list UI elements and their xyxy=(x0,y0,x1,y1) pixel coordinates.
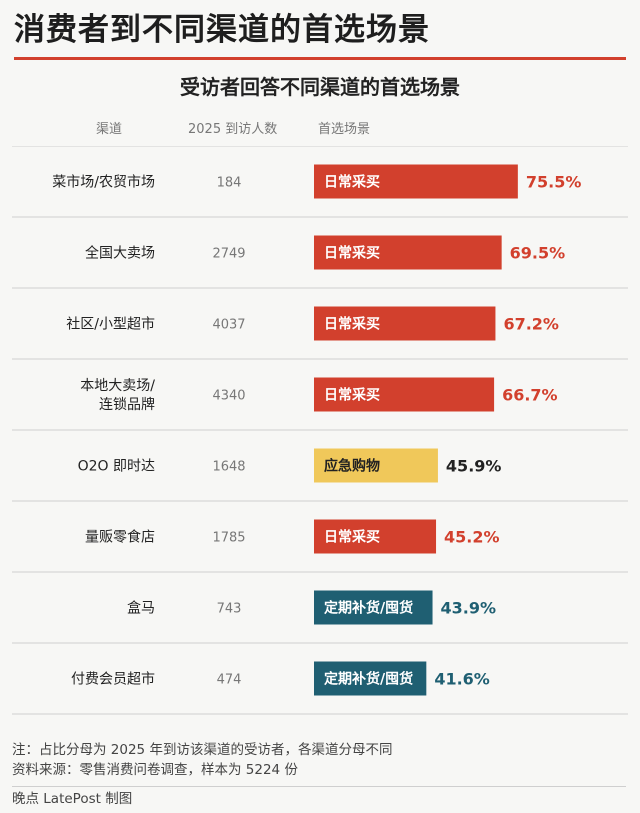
column-header-visitors: 2025 到访人数 xyxy=(188,122,278,137)
page-title: 消费者到不同渠道的首选场景 xyxy=(14,12,430,48)
scenario-bar xyxy=(314,448,438,483)
title-divider xyxy=(14,57,626,60)
percent-label: 75.5% xyxy=(526,173,582,192)
scenario-label: 日常采买 xyxy=(324,245,380,262)
percent-label: 67.2% xyxy=(503,315,559,334)
scenario-label: 日常采买 xyxy=(324,529,380,546)
scenario-label: 日常采买 xyxy=(324,174,380,191)
visitor-count: 743 xyxy=(217,602,242,617)
footer-divider xyxy=(12,786,626,787)
visitor-count: 4340 xyxy=(212,389,245,404)
channel-label: O2O 即时达 xyxy=(78,459,155,475)
visitor-count: 184 xyxy=(217,176,242,191)
data-source: 资料来源：零售消费问卷调查，样本为 5224 份 xyxy=(12,762,298,778)
scenario-bar xyxy=(314,590,433,625)
visitor-count: 4037 xyxy=(212,318,245,333)
channel-label: 菜市场/农贸市场 xyxy=(52,174,155,191)
percent-label: 45.9% xyxy=(446,457,502,476)
channel-label: 量贩零食店 xyxy=(85,529,155,546)
scenario-label: 日常采买 xyxy=(324,316,380,333)
channel-label: 全国大卖场 xyxy=(85,245,155,262)
scenario-bar xyxy=(314,377,495,412)
percent-label: 45.2% xyxy=(444,528,500,547)
percent-label: 69.5% xyxy=(510,244,566,263)
chart-credit: 晚点 LatePost 制图 xyxy=(12,791,133,807)
column-header-scenario: 首选场景 xyxy=(318,122,371,137)
scenario-label: 日常采买 xyxy=(324,387,380,404)
scenario-label: 定期补货/囤货 xyxy=(324,671,413,688)
scenario-bar xyxy=(314,661,427,696)
percent-label: 41.6% xyxy=(434,670,490,689)
visitor-count: 1785 xyxy=(212,531,245,546)
visitor-count: 1648 xyxy=(212,460,245,475)
scenario-label: 应急购物 xyxy=(324,458,380,475)
scenario-bar xyxy=(314,519,437,554)
percent-label: 66.7% xyxy=(502,386,558,405)
scenario-bar xyxy=(314,235,502,270)
scenario-bar xyxy=(314,306,496,341)
channel-label: 社区/小型超市 xyxy=(66,316,155,333)
scenario-label: 定期补货/囤货 xyxy=(324,600,413,617)
footnote: 注：占比分母为 2025 年到访该渠道的受访者，各渠道分母不同 xyxy=(12,742,393,758)
visitor-count: 474 xyxy=(217,673,242,688)
scenario-bar-chart: 菜市场/农贸市场 184 日常采买 75.5% 全国大卖场 2749 日常采买 69.5% 社区… xyxy=(12,146,628,715)
channel-label: 盒马 xyxy=(127,600,155,617)
visitor-count: 2749 xyxy=(212,247,245,262)
channel-label: 本地大卖场/连锁品牌 xyxy=(80,378,155,413)
percent-label: 43.9% xyxy=(441,599,497,618)
chart-subtitle: 受访者回答不同渠道的首选场景 xyxy=(180,75,460,99)
channel-label: 付费会员超市 xyxy=(71,671,155,688)
column-header-channel: 渠道 xyxy=(96,122,123,137)
scenario-bar xyxy=(314,164,518,199)
